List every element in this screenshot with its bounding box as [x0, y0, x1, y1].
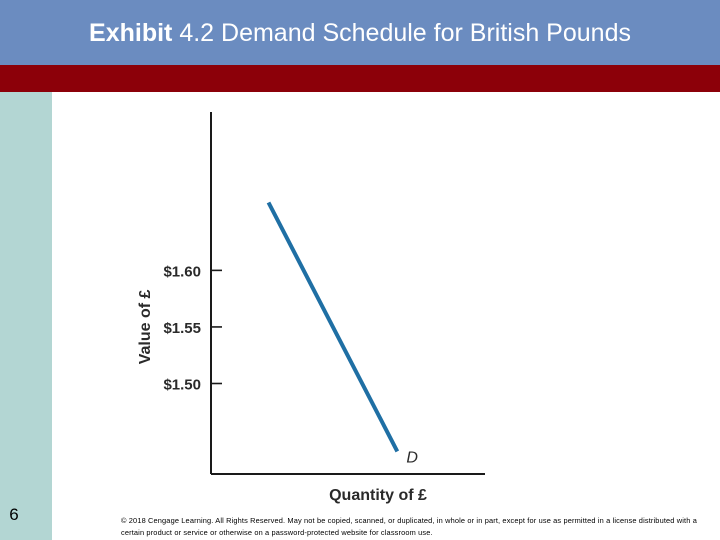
demand-curve: [266, 201, 400, 453]
title-bar: Exhibit 4.2 Demand Schedule for British …: [0, 0, 720, 65]
copyright-notice: © 2018 Cengage Learning. All Rights Rese…: [121, 516, 697, 537]
slide-title-bold: Exhibit: [89, 19, 173, 47]
side-bar: [0, 92, 52, 540]
slide-title-rest: 4.2 Demand Schedule for British Pounds: [172, 19, 631, 47]
series-group: D: [266, 201, 418, 466]
y-tick-label: $1.55: [163, 320, 201, 337]
slide-title: Exhibit 4.2 Demand Schedule for British …: [0, 19, 720, 48]
y-ticks: $1.60 $1.55 $1.50: [163, 263, 222, 394]
y-tick-label: $1.50: [163, 377, 201, 394]
accent-bar: [0, 65, 720, 92]
demand-curve-label: D: [406, 449, 418, 466]
y-axis-label: Value of £: [137, 289, 154, 364]
y-tick-label: $1.60: [163, 263, 201, 280]
x-axis-label: Quantity of £: [329, 487, 427, 504]
slide-number: 6: [9, 505, 19, 524]
